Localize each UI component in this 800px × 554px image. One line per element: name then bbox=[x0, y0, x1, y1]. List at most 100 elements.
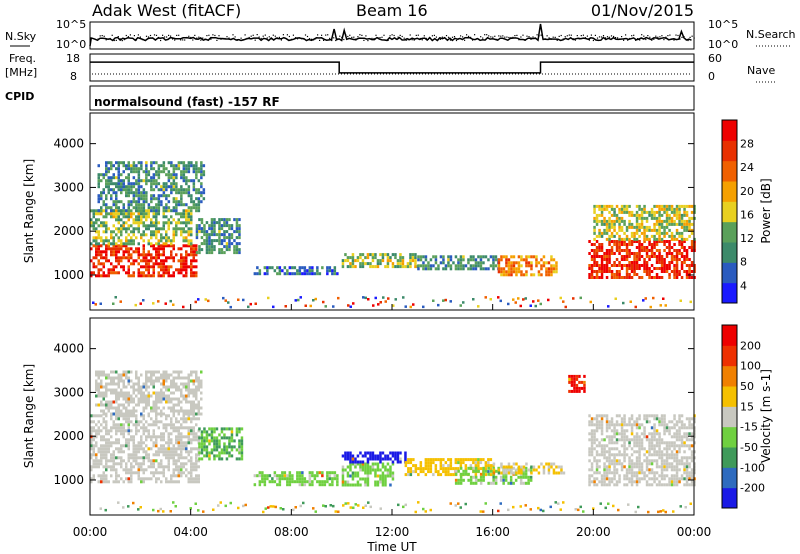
velocity-cell bbox=[613, 483, 616, 487]
velocity-cell bbox=[613, 429, 616, 433]
velocity-cell bbox=[115, 471, 118, 475]
velocity-cell bbox=[412, 458, 415, 462]
velocity-cell bbox=[472, 481, 475, 485]
velocity-cell bbox=[648, 438, 651, 442]
velocity-cell bbox=[185, 394, 188, 398]
power-cell bbox=[135, 200, 138, 204]
velocity-cell bbox=[605, 429, 609, 433]
velocity-cell bbox=[615, 420, 619, 424]
power-cell bbox=[635, 264, 639, 267]
power-cell bbox=[218, 242, 221, 246]
power-cell bbox=[145, 227, 148, 231]
power-cell bbox=[633, 225, 636, 229]
velocity-cell bbox=[645, 435, 649, 439]
velocity-cell bbox=[603, 465, 606, 469]
power-cell bbox=[603, 207, 606, 211]
power-cell bbox=[349, 256, 352, 260]
power-cell bbox=[658, 219, 661, 223]
velocity-cell bbox=[140, 400, 143, 404]
velocity-cell bbox=[479, 481, 483, 485]
velocity-cell bbox=[180, 406, 183, 410]
nsearch-dot bbox=[321, 34, 323, 36]
power-cell bbox=[605, 255, 609, 258]
velocity-cell bbox=[195, 432, 198, 436]
power-cell bbox=[595, 255, 599, 258]
velocity-cell bbox=[663, 414, 666, 418]
velocity-cell bbox=[643, 471, 646, 475]
power-cell bbox=[376, 265, 380, 269]
velocity-cell bbox=[195, 474, 198, 478]
nsearch-dot bbox=[131, 37, 133, 39]
power-cell bbox=[180, 233, 183, 237]
power-cell bbox=[675, 231, 679, 235]
power-cell bbox=[643, 237, 646, 241]
velocity-cell bbox=[598, 414, 601, 418]
velocity-cell bbox=[625, 477, 629, 481]
velocity-cell bbox=[454, 469, 458, 473]
velocity-cell bbox=[301, 471, 304, 475]
velocity-cell bbox=[434, 467, 438, 471]
velocity-cell bbox=[110, 382, 113, 386]
power-cell bbox=[197, 209, 201, 213]
velocity-cell bbox=[364, 465, 367, 469]
power-cell bbox=[623, 240, 626, 243]
power-cell bbox=[170, 265, 173, 269]
power-cell bbox=[537, 261, 541, 265]
nsearch-dot bbox=[234, 36, 236, 38]
power-cell bbox=[283, 272, 287, 276]
nsearch-dot bbox=[405, 39, 407, 41]
velocity-cell bbox=[102, 435, 105, 439]
velocity-cell bbox=[228, 451, 231, 455]
nsearch-dot bbox=[222, 37, 224, 39]
velocity-cell bbox=[200, 436, 204, 440]
power-cell bbox=[157, 188, 161, 192]
power-cell bbox=[643, 249, 646, 252]
velocity-cell bbox=[107, 441, 110, 445]
velocity-cell bbox=[162, 406, 165, 410]
nsearch-dot bbox=[280, 39, 282, 41]
velocity-cell bbox=[238, 439, 241, 443]
power-cell bbox=[620, 216, 624, 220]
velocity-cell bbox=[489, 469, 493, 473]
power-cell bbox=[185, 268, 188, 272]
power-cell bbox=[474, 261, 478, 265]
power-cell bbox=[347, 304, 350, 307]
nsearch-dot bbox=[564, 36, 566, 38]
velocity-cell bbox=[177, 412, 180, 416]
power-cell bbox=[238, 227, 241, 231]
nsearch-dot bbox=[453, 36, 456, 38]
power-cell bbox=[510, 261, 513, 265]
power-cell bbox=[658, 234, 661, 238]
nsearch-dot bbox=[300, 38, 303, 40]
power-cell bbox=[500, 270, 503, 274]
power-cell bbox=[105, 179, 108, 183]
velocity-cell bbox=[187, 453, 190, 457]
velocity-cell bbox=[165, 453, 168, 457]
velocity-cell bbox=[167, 444, 170, 448]
velocity-cell bbox=[645, 459, 649, 463]
power-cell bbox=[628, 261, 631, 264]
nsearch-dot bbox=[411, 39, 413, 41]
power-cell bbox=[276, 266, 279, 270]
velocity-cell bbox=[147, 370, 150, 374]
velocity-cell bbox=[90, 465, 93, 469]
power-cell bbox=[382, 296, 385, 299]
power-cell bbox=[605, 222, 609, 226]
power-cell bbox=[688, 204, 691, 208]
power-cell bbox=[552, 264, 556, 268]
velocity-cell bbox=[105, 456, 108, 460]
nsearch-dot bbox=[117, 36, 119, 38]
power-cell bbox=[595, 249, 599, 252]
power-cell bbox=[127, 194, 130, 198]
power-cell bbox=[645, 237, 649, 241]
nsearch-dot bbox=[244, 34, 246, 36]
power-cell bbox=[147, 179, 151, 183]
power-cell bbox=[678, 240, 681, 243]
power-cell bbox=[693, 216, 696, 220]
velocity-cell bbox=[645, 414, 649, 418]
nsearch-dot bbox=[443, 36, 445, 39]
velocity-cell bbox=[165, 456, 168, 460]
nsearch-dot bbox=[524, 39, 526, 41]
velocity-cell bbox=[145, 477, 148, 481]
